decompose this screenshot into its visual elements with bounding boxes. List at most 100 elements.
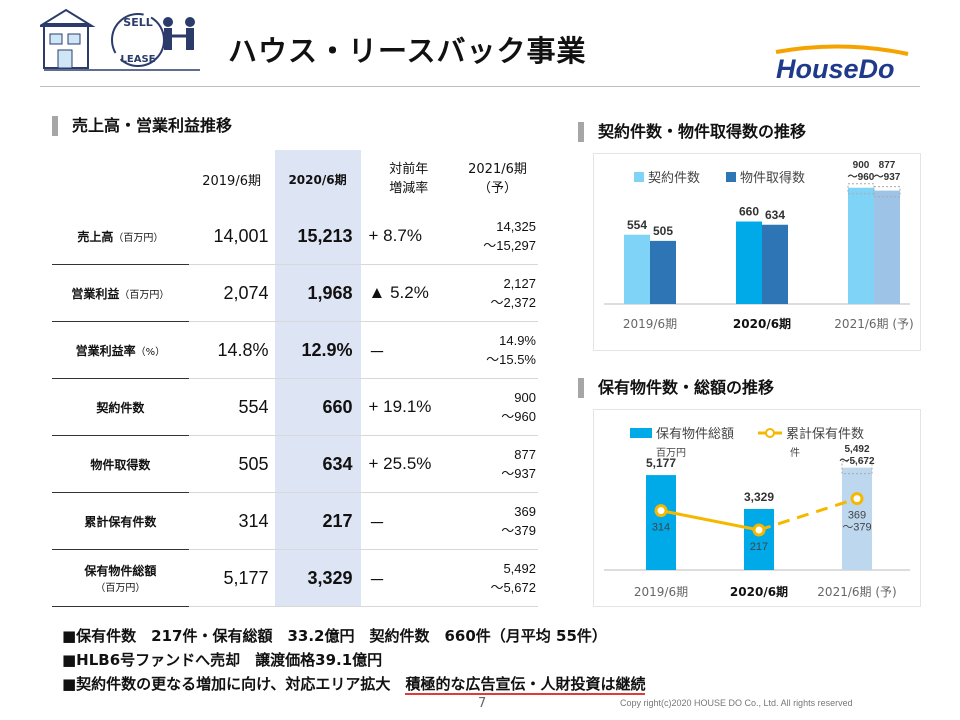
forecast-high: ～5,672 — [490, 580, 536, 595]
category-label: 2020/6期 — [733, 316, 791, 331]
data-label: 634 — [765, 208, 785, 222]
section-title-sales: 売上高・営業利益推移 — [52, 116, 232, 136]
bar — [650, 240, 676, 304]
legend-swatch — [634, 172, 644, 182]
page-number: 7 — [478, 696, 487, 711]
table-row: 保有物件総額 （百万円） 5,177 3,329 － 5,492 ～5,672 — [52, 549, 538, 607]
bullet-1: ■保有件数 217件・保有総額 33.2億円 契約件数 660件（月平均 55件… — [62, 627, 607, 645]
header-2020: 2020/6期 — [274, 150, 361, 208]
legend-unit: 百万円 — [656, 447, 686, 459]
forecast-low: 369 — [514, 504, 536, 519]
value-2020: 217 — [274, 492, 361, 550]
value-2020: 634 — [274, 435, 361, 493]
row-unit: （百万円） — [95, 583, 146, 594]
forecast-low: 14.9% — [499, 333, 536, 348]
data-label: 554 — [627, 218, 647, 232]
value-forecast: 877 ～937 — [457, 435, 538, 493]
value-yoy: + 25.5% — [360, 435, 458, 493]
logo-lease-text: LEASE — [121, 54, 156, 65]
data-label: ～960 — [848, 172, 875, 183]
section-title-holdings: 保有物件数・総額の推移 — [578, 378, 774, 398]
bullet-2: ■HLB6号ファンドへ売却 譲渡価格39.1億円 — [62, 651, 383, 669]
line-data-label: 314 — [652, 522, 670, 534]
value-yoy: － — [360, 492, 458, 550]
value-yoy: － — [360, 321, 458, 379]
header-empty — [52, 150, 189, 208]
table-header-row: 2019/6期 2020/6期 対前年 増減率 2021/6期 （予） — [52, 150, 538, 208]
row-unit: （百万円） — [113, 232, 164, 244]
line-data-label: 217 — [750, 541, 768, 553]
forecast-low: 2,127 — [503, 276, 536, 291]
data-label: 505 — [653, 224, 673, 238]
value-2019: 2,074 — [188, 264, 275, 322]
value-2019: 14,001 — [188, 208, 275, 265]
table-row: 累計保有件数 314 217 － 369 ～379 — [52, 492, 538, 550]
bullet-3-text: ■契約件数の更なる増加に向け、対応エリア拡大 — [62, 675, 406, 693]
header-yoy: 対前年 増減率 — [389, 162, 429, 196]
section-title-contracts: 契約件数・物件取得数の推移 — [578, 122, 806, 142]
house-handshake-illustration: SELL LEASE — [40, 8, 200, 71]
category-label: 2019/6期 — [634, 585, 688, 599]
value-yoy: ▲ 5.2% — [360, 264, 458, 322]
housedo-logo: HouseDo — [775, 44, 909, 84]
row-label-text: 営業利益 — [71, 286, 120, 301]
data-label: ～937 — [874, 172, 901, 183]
data-label: 900 — [853, 160, 870, 171]
legend-marker — [765, 428, 775, 438]
data-label: 3,329 — [744, 490, 774, 504]
value-forecast: 5,492 ～5,672 — [457, 549, 538, 607]
series-line — [660, 509, 760, 532]
svg-text:HouseDo: HouseDo — [776, 54, 895, 84]
value-2020: 660 — [274, 378, 361, 436]
forecast-low: 5,492 — [503, 561, 536, 576]
page-title: ハウス・リースバック事業 — [228, 34, 587, 68]
data-label: 877 — [879, 160, 896, 171]
table-row: 営業利益（百万円） 2,074 1,968 ▲ 5.2% 2,127 ～2,372 — [52, 264, 538, 322]
forecast-high: ～960 — [501, 409, 536, 424]
row-label: 営業利益率（%） — [52, 321, 189, 379]
value-forecast: 900 ～960 — [457, 378, 538, 436]
value-2019: 505 — [188, 435, 275, 493]
bullet-3-emphasis: 積極的な広告宣伝・人財投資は継続 — [405, 675, 646, 695]
row-label-text: 累計保有件数 — [84, 514, 157, 529]
category-label: 2020/6期 — [730, 584, 788, 599]
value-2019: 5,177 — [188, 549, 275, 607]
value-2020: 15,213 — [274, 208, 361, 265]
header-2021: 2021/6期 （予） — [468, 162, 527, 196]
data-label: ～5,672 — [839, 456, 874, 467]
row-unit: （%） — [135, 346, 166, 358]
bar — [646, 475, 676, 570]
value-yoy: + 19.1% — [360, 378, 458, 436]
category-label: 2019/6期 — [623, 317, 677, 331]
header-2019: 2019/6期 — [202, 173, 261, 189]
row-label-text: 保有物件総額 — [84, 564, 157, 578]
legend-swatch — [726, 172, 736, 182]
value-forecast: 2,127 ～2,372 — [457, 264, 538, 322]
bar — [848, 187, 874, 304]
value-forecast: 14,325 ～15,297 — [457, 208, 538, 265]
value-yoy: － — [360, 549, 458, 607]
bar — [762, 224, 788, 304]
value-yoy: + 8.7% — [360, 208, 458, 265]
category-label: 2021/6期 (予) — [817, 585, 896, 599]
legend-swatch — [630, 428, 652, 438]
line-marker — [850, 492, 864, 506]
legend-label: 累計保有件数 — [786, 426, 864, 442]
forecast-high: ～2,372 — [490, 295, 536, 310]
logo-sell-text: SELL — [123, 16, 152, 29]
copyright: Copy right(c)2020 HOUSE DO Co., Ltd. All… — [620, 698, 853, 708]
table-row: 物件取得数 505 634 + 25.5% 877 ～937 — [52, 435, 538, 493]
forecast-range-box — [847, 183, 875, 195]
forecast-low: 900 — [514, 390, 536, 405]
legend-label: 保有物件総額 — [656, 427, 734, 442]
value-2019: 14.8% — [188, 321, 275, 379]
row-label: 物件取得数 — [52, 435, 189, 493]
value-2019: 554 — [188, 378, 275, 436]
line-marker — [654, 504, 668, 518]
row-label: 保有物件総額 （百万円） — [52, 549, 189, 607]
row-label: 営業利益（百万円） — [52, 264, 189, 322]
legend-label: 物件取得数 — [740, 170, 805, 186]
summary-bullets: ■保有件数 217件・保有総額 33.2億円 契約件数 660件（月平均 55件… — [62, 624, 646, 696]
row-label: 売上高（百万円） — [52, 208, 189, 265]
